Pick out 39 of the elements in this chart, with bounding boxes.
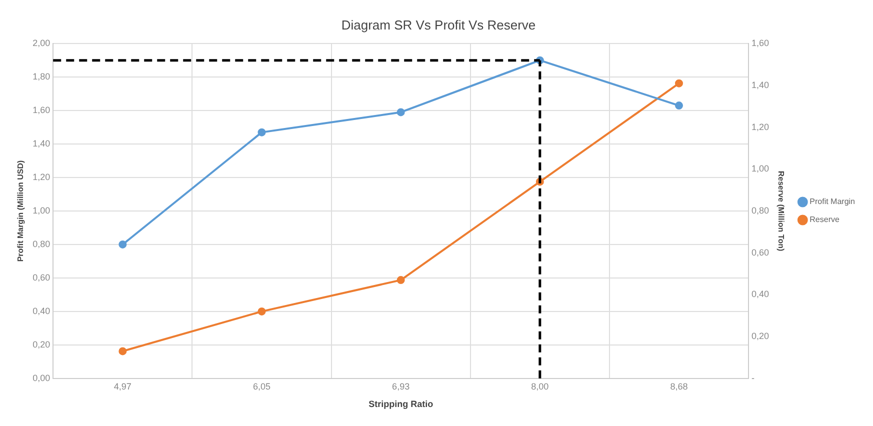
y-tick-label: 0,80: [32, 238, 50, 249]
y2-tick-label: 1,00: [752, 164, 770, 174]
point: [396, 108, 405, 116]
point: [118, 347, 127, 356]
x-tick-label: 4,97: [114, 381, 132, 392]
y-tick-label: 0,00: [32, 372, 50, 383]
x-tick-label: 8,68: [670, 381, 688, 392]
y2-tick-label: 0,40: [752, 289, 770, 300]
y-tick-label: 0,20: [32, 339, 50, 350]
y2-tick-label: 0,60: [752, 247, 770, 258]
y-tick-label: 1,00: [32, 205, 50, 216]
y2-tick-label: 1,60: [752, 38, 770, 48]
chart-title: Diagram SR Vs Profit Vs Reserve: [341, 17, 536, 32]
legend-label: Reserve: [810, 215, 840, 224]
y2-tick-label: 0,20: [752, 331, 770, 342]
y2-axis-title: Reserve (Million Ton): [776, 170, 786, 252]
y-tick-label: 2,00: [32, 38, 50, 48]
y2-tick-label: 0,80: [752, 205, 770, 216]
x-tick-label: 6,93: [392, 381, 410, 392]
x-axis-title: Stripping Ratio: [368, 399, 434, 410]
y-tick-label: 1,40: [32, 138, 50, 149]
y-axis-title: Profit Margin (Million USD): [16, 160, 26, 262]
x-tick-label: 8,00: [531, 381, 549, 392]
legend-label: Profit Margin: [810, 197, 856, 206]
y-tick-label: 1,60: [32, 105, 50, 116]
y-tick-label: 0,60: [32, 272, 50, 282]
point: [258, 128, 266, 136]
point: [258, 307, 266, 316]
point: [396, 276, 405, 284]
y-tick-label: 0,40: [32, 306, 50, 316]
point: [118, 240, 127, 248]
y-tick-label: 1,80: [32, 72, 50, 82]
y-tick-label: 1,20: [32, 172, 50, 182]
x-tick-label: 6,05: [252, 381, 271, 392]
y2-tick-label: -: [752, 372, 755, 383]
y2-tick-label: 1,20: [752, 122, 770, 132]
y2-tick-label: 1,40: [752, 80, 770, 90]
point: [674, 102, 683, 110]
point: [674, 79, 683, 88]
